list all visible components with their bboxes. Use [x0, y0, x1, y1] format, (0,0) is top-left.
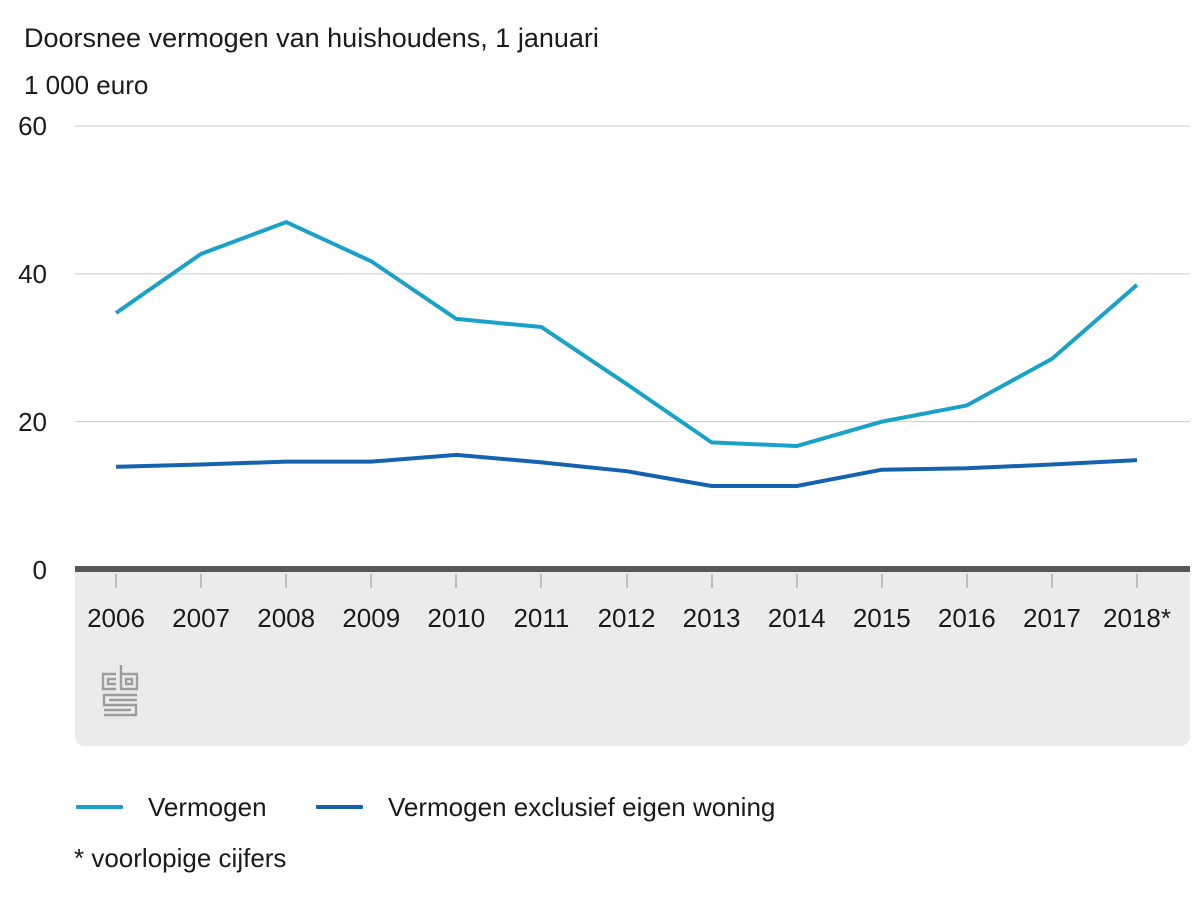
x-tick-label: 2012: [597, 603, 656, 633]
cbs-logo-c-inner: [106, 677, 116, 686]
x-tick-mark: [795, 574, 798, 588]
x-tick-label: 2011: [513, 603, 570, 633]
x-tick-mark: [540, 574, 543, 588]
legend-swatch-vermogen-exclusief: [316, 805, 363, 809]
x-tick-mark: [455, 574, 458, 588]
x-tick-label: 2018*: [1103, 603, 1171, 633]
x-tick-mark: [1050, 574, 1053, 588]
line-series-0: [114, 220, 1139, 449]
legend-swatch-vermogen: [76, 805, 123, 809]
x-tick-mark: [965, 574, 968, 588]
x-tick-mark: [115, 574, 117, 588]
x-tick-label: 2015: [852, 603, 911, 633]
x-tick-label: 2007: [172, 603, 230, 633]
x-tick-label: 2016: [937, 603, 996, 633]
legend-label-vermogen: Vermogen: [148, 791, 267, 822]
cbs-logo-b-inner: [124, 677, 134, 686]
cbs-logo: [101, 665, 139, 717]
x-tick-mark: [200, 574, 203, 588]
unit-label: 1 000 euro: [24, 70, 149, 100]
y-tick-label: 60: [18, 111, 47, 141]
x-tick-mark: [1136, 574, 1138, 588]
x-tick-label: 2013: [682, 603, 741, 633]
legend-item-vermogen: Vermogen: [76, 789, 267, 825]
cbs-logo-c: [101, 672, 116, 691]
x-tick-label: 2009: [342, 603, 401, 633]
y-tick-label: 0: [32, 554, 47, 585]
x-tick-label: 2006: [87, 603, 145, 633]
x-tick-label: 2017: [1022, 603, 1081, 633]
cbs-logo-b: [119, 665, 139, 691]
footnote: * voorlopige cijfers: [74, 843, 287, 873]
x-tick-mark: [370, 574, 373, 588]
legend-label-vermogen-exclusief: Vermogen exclusief eigen woning: [388, 791, 776, 822]
chart-title: Doorsnee vermogen van huishoudens, 1 jan…: [24, 23, 599, 53]
y-tick-label: 20: [18, 406, 47, 437]
x-tick-mark: [880, 574, 883, 588]
x-tick-mark: [710, 574, 713, 588]
x-tick-label: 2010: [427, 603, 486, 633]
x-tick-label: 2008: [257, 603, 316, 633]
x-tick-mark: [625, 574, 628, 588]
x-tick-mark: [285, 574, 288, 588]
cbs-logo-s: [102, 693, 138, 717]
y-tick-label: 40: [18, 258, 47, 289]
x-tick-label: 2014: [767, 603, 826, 633]
x-axis-strip: [75, 566, 1190, 746]
legend-item-vermogen-exclusief: Vermogen exclusief eigen woning: [316, 789, 775, 825]
line-series-1: [115, 452, 1138, 488]
